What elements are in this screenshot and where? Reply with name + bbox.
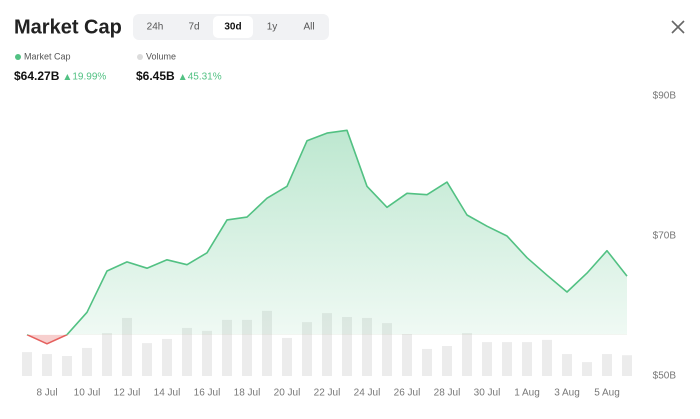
x-tick-label: 3 Aug — [554, 388, 580, 399]
volume-bar — [422, 348, 432, 376]
line — [26, 129, 628, 335]
tab[interactable]: 7d — [188, 22, 199, 33]
x-tick-label: 26 Jul — [394, 388, 421, 399]
area — [27, 130, 627, 335]
chart-title: Market Cap — [14, 16, 122, 38]
x-tick-label: 28 Jul — [434, 388, 461, 399]
volume-bar — [102, 333, 112, 376]
tab[interactable]: 1y — [267, 22, 278, 33]
y-tick-label: $90B — [653, 91, 677, 102]
volume-bar — [522, 342, 532, 376]
volume-bar — [382, 323, 392, 376]
x-tick-label: 5 Aug — [594, 388, 620, 399]
tab-selected-bg — [213, 16, 253, 38]
volume-bar — [222, 319, 232, 376]
x-tick-label: 24 Jul — [354, 388, 381, 399]
volume-bar — [242, 319, 252, 376]
volume-bar — [582, 362, 592, 376]
up-arrow — [179, 74, 186, 80]
volume-bar — [542, 339, 552, 376]
volume-bar — [482, 342, 492, 376]
legend-dot — [15, 54, 21, 60]
volume-bar — [142, 343, 152, 376]
volume-bar — [462, 333, 472, 376]
current-value: $6.45B — [136, 69, 175, 83]
volume-bar — [282, 337, 292, 376]
area-below — [27, 334, 67, 344]
volume-bar — [442, 346, 452, 376]
x-tick-label: 22 Jul — [314, 388, 341, 399]
x-tick-label: 16 Jul — [194, 388, 221, 399]
volume-bar — [502, 342, 512, 376]
current-value: $64.27B — [14, 69, 60, 83]
tab[interactable]: 24h — [147, 22, 164, 33]
x-tick-label: 20 Jul — [274, 388, 301, 399]
change-value: 19.99% — [72, 72, 106, 83]
legend-label: Market Cap — [24, 51, 71, 61]
x-tick-label: 14 Jul — [154, 388, 181, 399]
volume-bar — [42, 354, 52, 376]
tab[interactable]: All — [303, 22, 314, 33]
y-tick-label: $70B — [653, 231, 677, 242]
volume-bar — [342, 316, 352, 376]
legend-label: Volume — [146, 51, 176, 61]
volume-bar — [162, 338, 172, 376]
volume-bar — [402, 334, 412, 376]
volume-bar — [262, 310, 272, 376]
up-arrow — [64, 74, 71, 80]
x-tick-label: 30 Jul — [474, 388, 501, 399]
volume-bar — [302, 322, 312, 376]
x-tick-label: 12 Jul — [114, 388, 141, 399]
volume-bar — [82, 347, 92, 376]
volume-bar — [182, 327, 192, 376]
volume-bar — [202, 330, 212, 376]
volume-bar — [62, 356, 72, 376]
x-tick-label: 1 Aug — [514, 388, 540, 399]
volume-bar — [22, 352, 32, 376]
x-tick-label: 10 Jul — [74, 388, 101, 399]
volume-bar — [562, 354, 572, 376]
tab[interactable]: 30d — [224, 22, 241, 33]
volume-bar — [622, 355, 632, 376]
volume-bar — [362, 317, 372, 376]
change-value: 45.31% — [188, 72, 222, 83]
legend-dot — [137, 54, 143, 60]
y-tick-label: $50B — [653, 371, 677, 382]
x-tick-label: 8 Jul — [36, 388, 57, 399]
volume-bar — [122, 317, 132, 376]
volume-bar — [322, 313, 332, 376]
close-button[interactable] — [671, 20, 685, 34]
volume-bar — [602, 354, 612, 376]
x-tick-label: 18 Jul — [234, 388, 261, 399]
